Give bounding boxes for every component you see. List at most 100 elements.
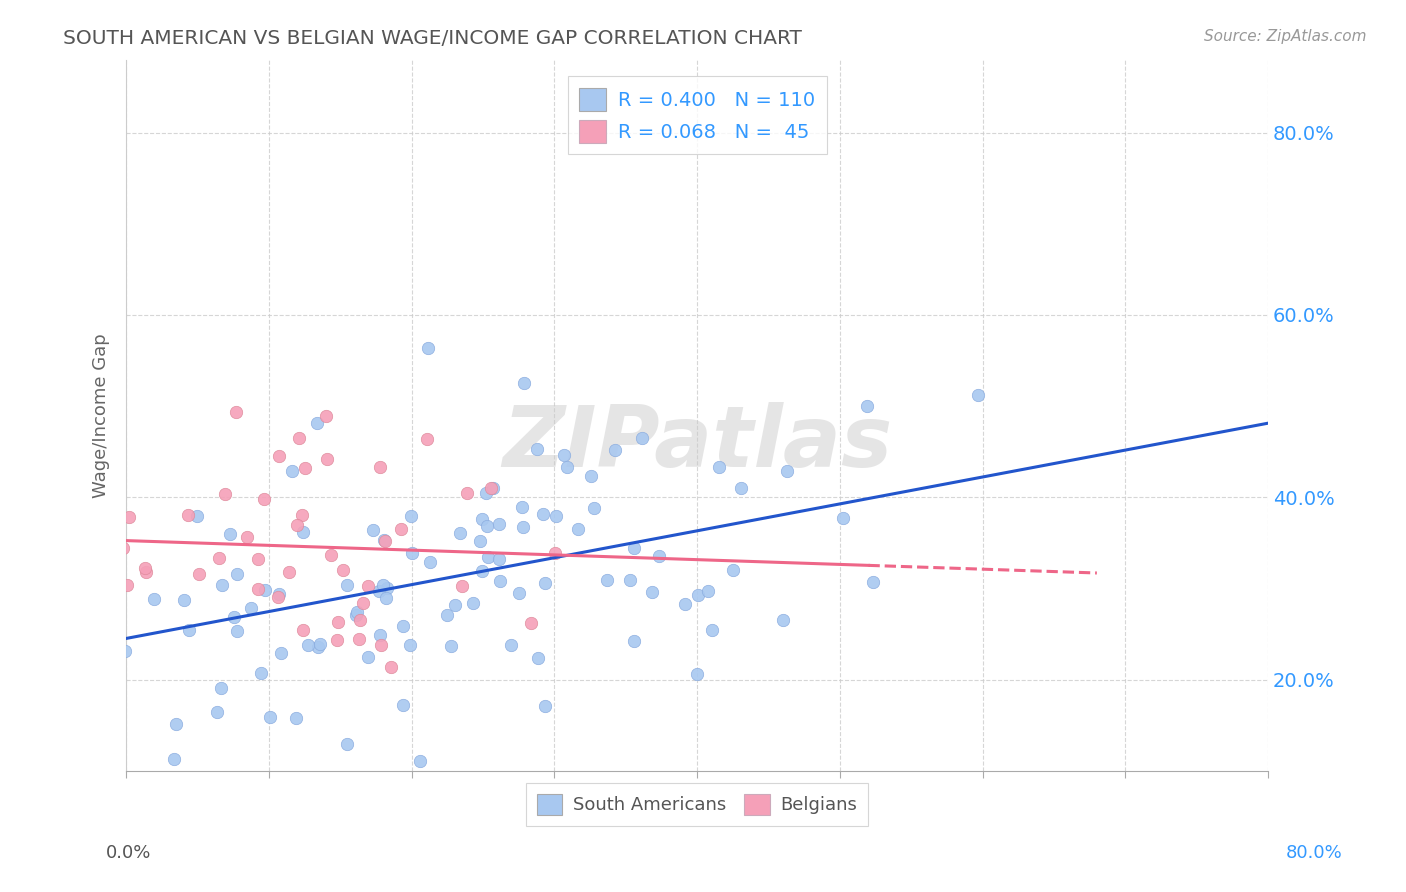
Point <box>443 599 465 613</box>
Point <box>135 565 157 579</box>
Point <box>531 508 554 522</box>
Point <box>368 628 391 642</box>
Point <box>218 526 240 541</box>
Point <box>557 459 579 474</box>
Text: 80.0%: 80.0% <box>1286 844 1343 862</box>
Point <box>374 534 396 549</box>
Point <box>291 508 314 522</box>
Point <box>287 431 309 445</box>
Text: ZIPatlas: ZIPatlas <box>502 402 893 485</box>
Point <box>471 564 494 578</box>
Point <box>357 578 380 592</box>
Point <box>370 638 392 652</box>
Point <box>479 481 502 495</box>
Point <box>623 541 645 556</box>
Point <box>520 616 543 631</box>
Point <box>205 706 228 720</box>
Point <box>173 592 195 607</box>
Point <box>285 711 308 725</box>
Point <box>544 546 567 560</box>
Point <box>489 574 512 589</box>
Point <box>267 590 290 604</box>
Point <box>856 399 879 413</box>
Point <box>247 552 270 566</box>
Point <box>707 460 730 475</box>
Point <box>316 452 339 467</box>
Point <box>15 546 38 560</box>
Point <box>292 524 315 539</box>
Point <box>269 586 291 600</box>
Point <box>305 416 328 430</box>
Text: SOUTH AMERICAN VS BELGIAN WAGE/INCOME GAP CORRELATION CHART: SOUTH AMERICAN VS BELGIAN WAGE/INCOME GA… <box>63 29 803 47</box>
Point <box>416 341 439 355</box>
Point <box>862 574 884 589</box>
Point <box>603 442 626 457</box>
Point <box>401 545 423 559</box>
Point <box>344 608 367 623</box>
Point <box>20 532 42 546</box>
Point <box>527 651 550 665</box>
Point <box>294 460 316 475</box>
Point <box>226 624 249 638</box>
Point <box>475 519 498 533</box>
Point <box>186 508 208 523</box>
Point <box>114 643 136 657</box>
Point <box>583 500 606 515</box>
Point <box>35 734 58 748</box>
Point <box>291 623 314 637</box>
Point <box>499 638 522 652</box>
Point <box>100 682 122 697</box>
Point <box>211 577 233 591</box>
Point <box>631 431 654 445</box>
Point <box>208 551 231 566</box>
Point <box>80 539 103 553</box>
Point <box>259 710 281 724</box>
Point <box>596 574 619 588</box>
Point <box>461 596 484 610</box>
Point <box>236 530 259 544</box>
Point <box>4 544 27 558</box>
Point <box>143 592 166 607</box>
Point <box>253 492 276 507</box>
Point <box>225 405 247 419</box>
Point <box>477 549 499 564</box>
Point <box>118 509 141 524</box>
Point <box>307 640 329 655</box>
Point <box>526 442 548 457</box>
Point <box>623 634 645 648</box>
Point <box>488 552 510 566</box>
Point <box>55 709 77 723</box>
Point <box>53 725 76 739</box>
Point <box>696 583 718 598</box>
Point <box>346 605 368 619</box>
Point <box>436 607 458 622</box>
Point <box>392 698 415 712</box>
Point <box>297 638 319 652</box>
Legend: South Americans, Belgians: South Americans, Belgians <box>526 783 869 826</box>
Point <box>165 717 187 731</box>
Point <box>105 571 128 585</box>
Point <box>214 487 236 501</box>
Point <box>56 554 79 568</box>
Point <box>832 511 855 525</box>
Point <box>349 632 371 647</box>
Point <box>640 585 662 599</box>
Text: 0.0%: 0.0% <box>105 844 150 862</box>
Point <box>440 640 463 654</box>
Point <box>374 591 396 605</box>
Point <box>508 586 530 600</box>
Point <box>513 376 536 390</box>
Point <box>409 754 432 768</box>
Point <box>224 610 246 624</box>
Point <box>648 549 671 564</box>
Point <box>225 566 247 581</box>
Point <box>332 563 354 577</box>
Point <box>686 666 709 681</box>
Point <box>97 614 120 628</box>
Point <box>349 613 371 627</box>
Point <box>134 561 156 575</box>
Point <box>673 598 696 612</box>
Point <box>361 523 384 537</box>
Point <box>375 581 398 595</box>
Text: Source: ZipAtlas.com: Source: ZipAtlas.com <box>1204 29 1367 44</box>
